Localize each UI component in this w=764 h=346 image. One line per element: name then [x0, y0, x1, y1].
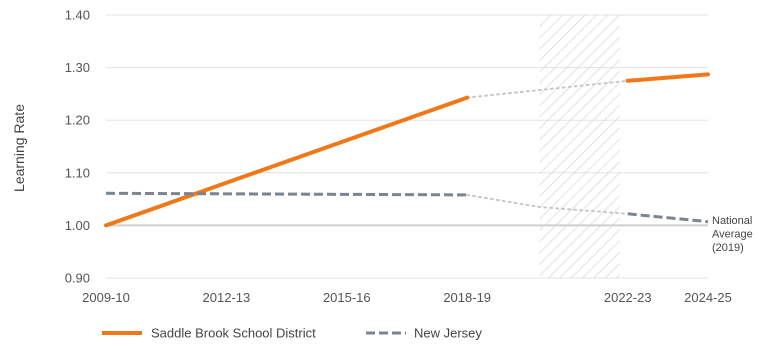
- national-average-label-line: Average: [712, 229, 753, 241]
- y-tick-label: 1.20: [65, 113, 90, 128]
- y-tick-label: 1.10: [65, 165, 90, 180]
- y-axis-label: Learning Rate: [11, 104, 27, 192]
- y-tick-label: 1.00: [65, 218, 90, 233]
- national-average-label-line: (2019): [712, 242, 744, 254]
- series-line-segment: [625, 72, 710, 83]
- x-tick-label: 2024-25: [684, 290, 732, 305]
- x-tick-label: 2009-10: [82, 290, 130, 305]
- series-line-segment: [104, 95, 470, 228]
- legend-label-new-jersey: New Jersey: [414, 326, 482, 341]
- national-average-label: National Average (2019): [712, 215, 753, 254]
- y-tick-label: 1.30: [65, 60, 90, 75]
- national-average-label-line: National: [712, 215, 752, 227]
- x-tick-label: 2018-19: [443, 290, 491, 305]
- x-axis-tick-labels: 2009-10 2012-13 2015-16 2018-19 2022-23 2024-…: [82, 290, 732, 305]
- y-axis-tick-labels: 0.90 1.00 1.10 1.20 1.30 1.40: [65, 8, 90, 286]
- legend-label-saddle-brook: Saddle Brook School District: [151, 326, 316, 341]
- series-line-segment: [105, 191, 468, 197]
- legend: Saddle Brook School District New Jersey: [102, 326, 482, 341]
- series-gap-dotted-line: [466, 193, 629, 215]
- x-tick-label: 2022-23: [604, 290, 652, 305]
- x-tick-label: 2015-16: [323, 290, 371, 305]
- series-lines: [104, 72, 710, 228]
- series-gap-dotted-line: [466, 79, 629, 99]
- y-tick-label: 0.90: [65, 271, 90, 286]
- series-line-segment: [627, 212, 709, 224]
- y-tick-label: 1.40: [65, 8, 90, 23]
- x-tick-label: 2012-13: [203, 290, 251, 305]
- data-gap-hatched-region: [539, 15, 620, 278]
